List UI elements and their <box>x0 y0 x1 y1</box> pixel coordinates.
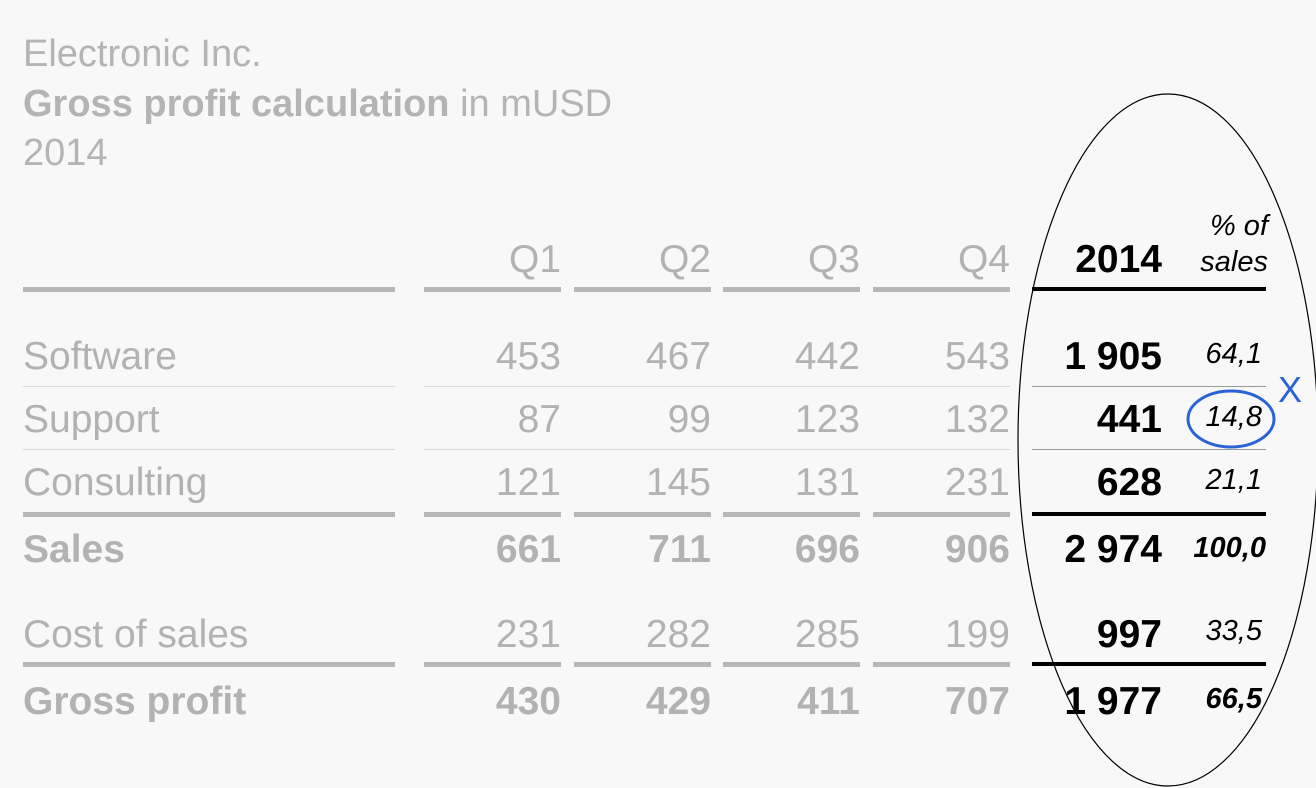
total-rule <box>424 662 561 667</box>
row-label-software: Software <box>23 335 177 378</box>
cell-cost-total: 997 <box>1096 613 1162 656</box>
row-label-sales: Sales <box>23 528 125 571</box>
cell-cost-q1: 231 <box>495 613 561 656</box>
row-divider <box>23 449 395 450</box>
cell-gross-pct: 66,5 <box>1205 683 1262 715</box>
total-rule <box>574 662 711 667</box>
row-divider <box>424 386 1010 387</box>
total-rule <box>723 662 860 667</box>
cell-sales-q3: 696 <box>794 528 860 571</box>
cell-sales-q1: 661 <box>495 528 561 571</box>
header-rule-total <box>1032 287 1266 291</box>
cell-support-q1: 87 <box>517 398 561 441</box>
cell-consulting-total: 628 <box>1096 461 1162 504</box>
col-header-q3: Q3 <box>807 238 860 281</box>
row-label-support: Support <box>23 398 160 441</box>
cell-software-q2: 467 <box>645 335 711 378</box>
cell-support-pct: 14,8 <box>1205 401 1262 433</box>
subtotal-rule <box>424 512 561 517</box>
cell-gross-total: 1 977 <box>1064 680 1162 723</box>
cell-cost-q3: 285 <box>794 613 860 656</box>
row-divider <box>424 449 1010 450</box>
header-rule-q1 <box>424 287 561 292</box>
cell-support-q4: 132 <box>944 398 1010 441</box>
cell-support-q3: 123 <box>794 398 860 441</box>
report-year: 2014 <box>23 132 108 174</box>
row-divider <box>1032 386 1266 387</box>
report-title-bold: Gross profit calculation <box>23 83 450 125</box>
total-rule <box>873 662 1010 667</box>
cell-sales-q4: 906 <box>944 528 1010 571</box>
row-divider <box>23 386 395 387</box>
cell-consulting-q2: 145 <box>645 461 711 504</box>
cell-gross-q3: 411 <box>797 680 860 723</box>
report-title: Gross profit calculation in mUSD <box>23 85 612 123</box>
cell-sales-q2: 711 <box>648 528 711 571</box>
col-header-q2: Q2 <box>658 238 711 281</box>
subtotal-rule <box>574 512 711 517</box>
col-header-q1: Q1 <box>508 238 561 281</box>
subtotal-rule <box>873 512 1010 517</box>
cell-sales-total: 2 974 <box>1064 528 1162 571</box>
cell-gross-q4: 707 <box>944 680 1010 723</box>
subtotal-rule <box>723 512 860 517</box>
cell-software-q4: 543 <box>944 335 1010 378</box>
header-rule-label <box>23 287 395 292</box>
cell-sales-pct: 100,0 <box>1193 532 1266 564</box>
col-header-pct-line2: sales <box>1200 246 1268 278</box>
col-header-pct-line1: % of <box>1209 210 1268 242</box>
header-rule-q4 <box>873 287 1010 292</box>
row-label-gross-profit: Gross profit <box>23 680 247 723</box>
total-rule <box>1032 662 1266 666</box>
cell-consulting-pct: 21,1 <box>1205 464 1262 496</box>
col-header-total: 2014 <box>1075 238 1162 281</box>
cell-support-total: 441 <box>1096 398 1162 441</box>
cell-consulting-q4: 231 <box>944 461 1010 504</box>
cell-cost-q4: 199 <box>944 613 1010 656</box>
cell-software-pct: 64,1 <box>1205 338 1262 370</box>
col-header-q4: Q4 <box>957 238 1010 281</box>
annotation-x-mark: X <box>1278 369 1303 410</box>
cell-cost-q2: 282 <box>645 613 711 656</box>
subtotal-rule <box>23 512 395 517</box>
cell-support-q2: 99 <box>667 398 711 441</box>
header-rule-q2 <box>574 287 711 292</box>
cell-gross-q2: 429 <box>645 680 711 723</box>
cell-software-total: 1 905 <box>1064 335 1162 378</box>
row-label-consulting: Consulting <box>23 461 208 504</box>
cell-software-q3: 442 <box>794 335 860 378</box>
company-name: Electronic Inc. <box>23 33 262 75</box>
row-divider <box>1032 449 1266 450</box>
cell-cost-pct: 33,5 <box>1205 615 1262 647</box>
row-label-cost-of-sales: Cost of sales <box>23 613 249 656</box>
total-rule <box>23 662 395 667</box>
cell-software-q1: 453 <box>495 335 561 378</box>
cell-consulting-q3: 131 <box>794 461 860 504</box>
cell-consulting-q1: 121 <box>495 461 561 504</box>
header-rule-q3 <box>723 287 860 292</box>
cell-gross-q1: 430 <box>495 680 561 723</box>
subtotal-rule <box>1032 512 1266 516</box>
report-title-unit: in mUSD <box>449 83 613 125</box>
